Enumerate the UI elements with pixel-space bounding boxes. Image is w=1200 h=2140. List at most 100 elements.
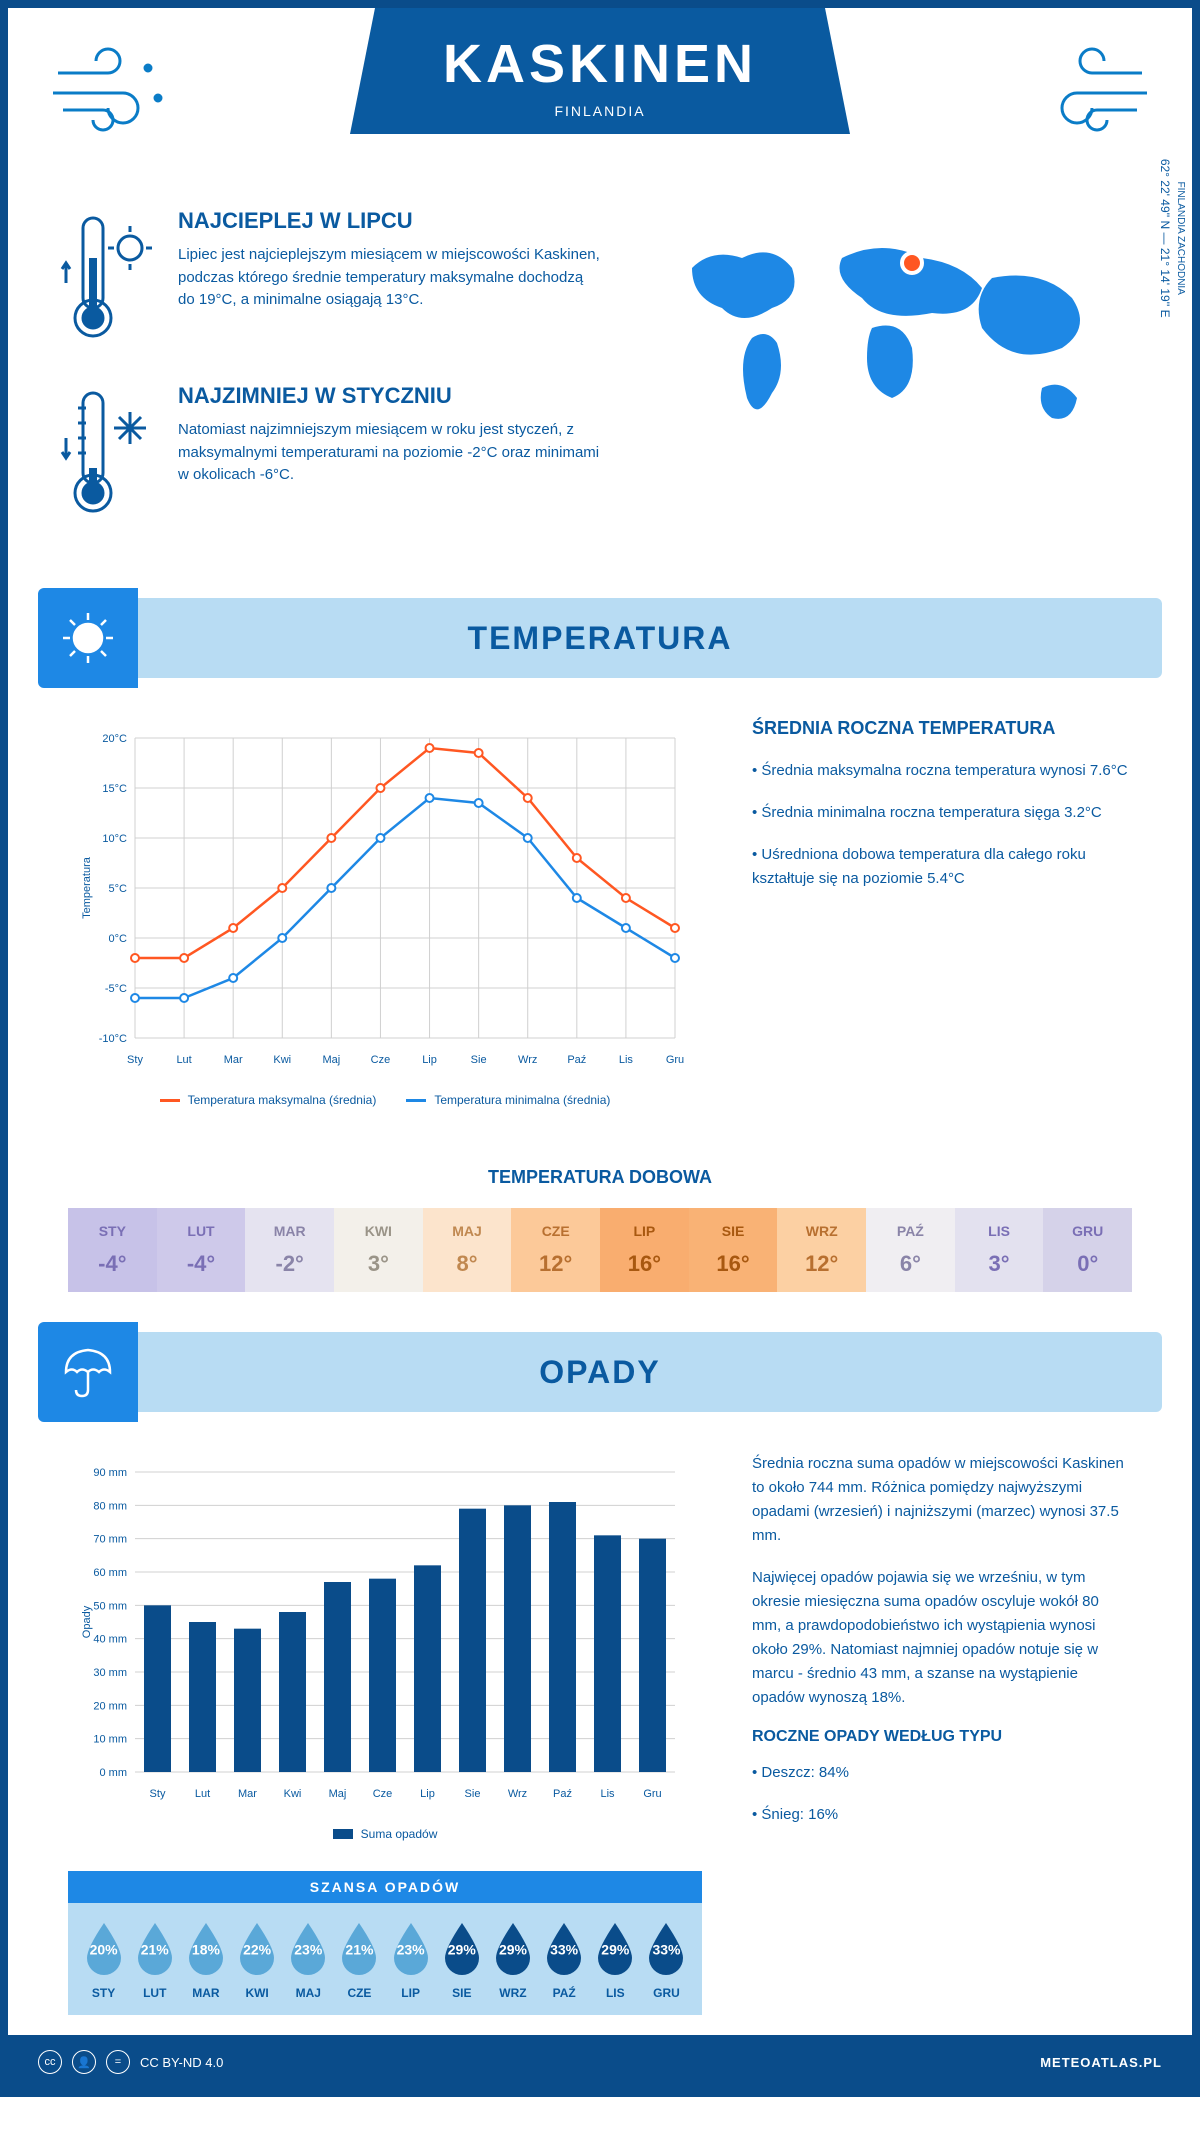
svg-text:Gru: Gru <box>643 1788 661 1800</box>
svg-text:10°C: 10°C <box>102 833 127 845</box>
month-cell: STY -4° <box>68 1208 157 1292</box>
coordinates: FINLANDIA ZACHODNIA 62° 22' 49'' N — 21°… <box>1158 159 1186 318</box>
svg-text:10 mm: 10 mm <box>93 1734 127 1746</box>
by-icon: 👤 <box>72 2050 96 2074</box>
drop-icon: 21% <box>130 1918 180 1978</box>
month-cell: LIS 3° <box>955 1208 1044 1292</box>
section-title: TEMPERATURA <box>468 620 733 657</box>
svg-text:60 mm: 60 mm <box>93 1567 127 1579</box>
svg-text:Paź: Paź <box>553 1788 572 1800</box>
chance-cell: 29% LIS <box>590 1918 641 2000</box>
header: KASKINEN FINLANDIA <box>8 8 1192 188</box>
drop-icon: 22% <box>232 1918 282 1978</box>
svg-text:Cze: Cze <box>371 1054 391 1066</box>
temperature-info: ŚREDNIA ROCZNA TEMPERATURA • Średnia mak… <box>752 718 1132 1107</box>
svg-text:Lut: Lut <box>195 1788 210 1800</box>
drop-icon: 23% <box>386 1918 436 1978</box>
chance-cell: 29% WRZ <box>487 1918 538 2000</box>
svg-text:Maj: Maj <box>322 1054 340 1066</box>
chance-cell: 33% PAŹ <box>539 1918 590 2000</box>
svg-text:40 mm: 40 mm <box>93 1634 127 1646</box>
chance-cell: 23% MAJ <box>283 1918 334 2000</box>
precipitation-info: Średnia roczna suma opadów w miejscowośc… <box>752 1452 1132 2015</box>
drop-icon: 29% <box>590 1918 640 1978</box>
warmest-text: Lipiec jest najcieplejszym miesiącem w m… <box>178 244 602 312</box>
coldest-text: Natomiast najzimniejszym miesiącem w rok… <box>178 419 602 487</box>
chance-cell: 22% KWI <box>232 1918 283 2000</box>
svg-text:80 mm: 80 mm <box>93 1500 127 1512</box>
svg-text:Gru: Gru <box>666 1054 684 1066</box>
svg-text:Wrz: Wrz <box>518 1054 537 1066</box>
svg-text:Kwi: Kwi <box>284 1788 302 1800</box>
warmest-block: NAJCIEPLEJ W LIPCU Lipiec jest najcieple… <box>58 208 602 353</box>
drop-icon: 33% <box>641 1918 691 1978</box>
svg-text:90 mm: 90 mm <box>93 1467 127 1479</box>
svg-text:Mar: Mar <box>238 1788 257 1800</box>
chart-legend: Suma opadów <box>68 1827 702 1841</box>
sun-icon <box>38 588 138 688</box>
svg-text:Lis: Lis <box>619 1054 634 1066</box>
chance-cell: 21% CZE <box>334 1918 385 2000</box>
svg-text:Sie: Sie <box>471 1054 487 1066</box>
umbrella-icon <box>38 1322 138 1422</box>
svg-text:15°C: 15°C <box>102 783 127 795</box>
svg-text:Cze: Cze <box>373 1788 393 1800</box>
drop-icon: 33% <box>539 1918 589 1978</box>
drop-icon: 29% <box>437 1918 487 1978</box>
drop-icon: 20% <box>79 1918 129 1978</box>
svg-text:0°C: 0°C <box>109 933 128 945</box>
svg-text:Paź: Paź <box>567 1054 586 1066</box>
thermometer-hot-icon <box>58 208 158 353</box>
location-marker <box>902 253 922 273</box>
svg-text:Lis: Lis <box>600 1788 615 1800</box>
wind-icon <box>48 38 188 143</box>
svg-text:Wrz: Wrz <box>508 1788 527 1800</box>
svg-text:Mar: Mar <box>224 1054 243 1066</box>
svg-text:Sie: Sie <box>465 1788 481 1800</box>
footer: cc 👤 = CC BY-ND 4.0 METEOATLAS.PL <box>8 2035 1192 2089</box>
svg-text:Lip: Lip <box>422 1054 437 1066</box>
world-map <box>642 208 1142 468</box>
coldest-title: NAJZIMNIEJ W STYCZNIU <box>178 383 602 409</box>
month-cell: SIE 16° <box>689 1208 778 1292</box>
svg-text:30 mm: 30 mm <box>93 1667 127 1679</box>
location-title: KASKINEN <box>350 33 850 95</box>
month-cell: KWI 3° <box>334 1208 423 1292</box>
month-cell: MAR -2° <box>245 1208 334 1292</box>
svg-text:-5°C: -5°C <box>105 983 127 995</box>
daily-temp-title: TEMPERATURA DOBOWA <box>8 1167 1192 1188</box>
drop-icon: 21% <box>334 1918 384 1978</box>
drop-icon: 23% <box>283 1918 333 1978</box>
svg-text:Kwi: Kwi <box>273 1054 291 1066</box>
cc-icon: cc <box>38 2050 62 2074</box>
month-cell: PAŹ 6° <box>866 1208 955 1292</box>
chart-legend: Temperatura maksymalna (średnia) Tempera… <box>68 1093 702 1107</box>
nd-icon: = <box>106 2050 130 2074</box>
thermometer-cold-icon <box>58 383 158 528</box>
svg-text:70 mm: 70 mm <box>93 1534 127 1546</box>
chance-cell: 29% SIE <box>436 1918 487 2000</box>
coldest-block: NAJZIMNIEJ W STYCZNIU Natomiast najzimni… <box>58 383 602 528</box>
svg-text:50 mm: 50 mm <box>93 1600 127 1612</box>
month-cell: LIP 16° <box>600 1208 689 1292</box>
chance-cell: 20% STY <box>78 1918 129 2000</box>
svg-text:Maj: Maj <box>329 1788 347 1800</box>
warmest-title: NAJCIEPLEJ W LIPCU <box>178 208 602 234</box>
temperature-section-header: TEMPERATURA <box>38 598 1162 678</box>
drop-icon: 18% <box>181 1918 231 1978</box>
svg-text:20°C: 20°C <box>102 733 127 745</box>
svg-text:0 mm: 0 mm <box>100 1767 128 1779</box>
precipitation-section-header: OPADY <box>38 1332 1162 1412</box>
svg-text:Lut: Lut <box>176 1054 191 1066</box>
month-cell: WRZ 12° <box>777 1208 866 1292</box>
svg-text:Sty: Sty <box>150 1788 166 1800</box>
svg-text:Opady: Opady <box>81 1605 93 1638</box>
month-cell: CZE 12° <box>511 1208 600 1292</box>
svg-text:Temperatura: Temperatura <box>81 856 93 919</box>
temperature-chart: -10°C-5°C0°C5°C10°C15°C20°CStyLutMarKwiM… <box>68 718 702 1107</box>
svg-text:20 mm: 20 mm <box>93 1700 127 1712</box>
chance-cell: 23% LIP <box>385 1918 436 2000</box>
title-banner: KASKINEN FINLANDIA <box>350 8 850 134</box>
chance-cell: 33% GRU <box>641 1918 692 2000</box>
site-name: METEOATLAS.PL <box>1040 2055 1162 2070</box>
